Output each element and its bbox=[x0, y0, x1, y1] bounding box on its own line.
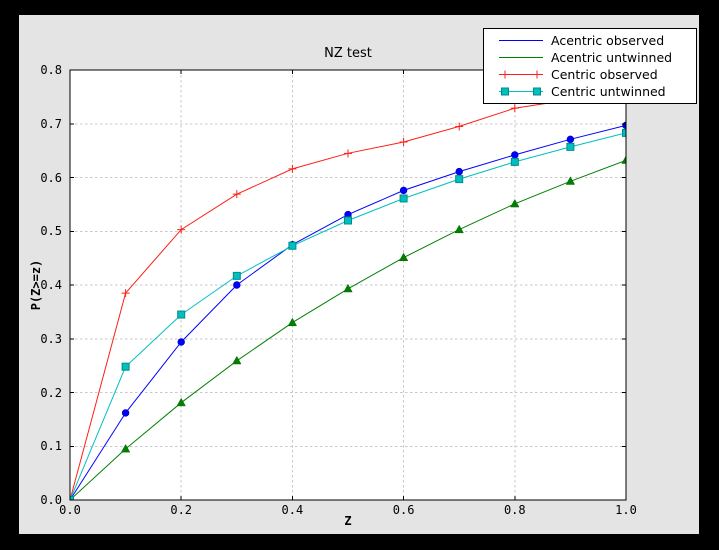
y-tick-label: 0.1 bbox=[40, 439, 62, 454]
legend-label: Acentric untwinned bbox=[551, 50, 673, 65]
data-point-triangle-marker bbox=[176, 397, 186, 407]
legend-label: Centric untwinned bbox=[551, 84, 666, 99]
legend-entry: Centric untwinned bbox=[498, 83, 696, 100]
data-point-plus-marker bbox=[533, 70, 541, 79]
data-point-plus-marker bbox=[399, 138, 408, 147]
data-point-plus-marker bbox=[288, 164, 297, 173]
data-point-square-marker bbox=[70, 496, 74, 500]
data-point-plus-marker bbox=[510, 104, 519, 113]
x-axis-label: Z bbox=[344, 514, 352, 528]
data-point-circle-marker bbox=[121, 409, 130, 417]
series-centric-observed bbox=[70, 89, 626, 500]
data-point-square-marker bbox=[455, 175, 464, 184]
legend-line-sample bbox=[499, 40, 543, 41]
legend-entry: Acentric untwinned bbox=[498, 49, 696, 66]
data-point-circle-marker bbox=[233, 281, 241, 289]
data-point-square-marker bbox=[232, 271, 241, 280]
y-tick-label: 0.7 bbox=[40, 116, 62, 131]
data-point-square-marker bbox=[399, 194, 408, 203]
x-tick-label: 0.0 bbox=[59, 503, 81, 517]
legend-line-sample bbox=[499, 87, 543, 96]
y-tick-label: 0.3 bbox=[40, 331, 62, 346]
series-acentric-untwinned bbox=[70, 155, 626, 500]
data-point-square-marker bbox=[121, 362, 130, 371]
data-point-square-marker bbox=[288, 241, 297, 250]
y-tick-label: 0.8 bbox=[40, 63, 62, 77]
data-point-square-marker bbox=[344, 216, 352, 225]
x-tick-label: 0.6 bbox=[392, 503, 415, 517]
legend-label: Centric observed bbox=[551, 67, 658, 82]
data-point-plus-marker bbox=[455, 122, 464, 131]
y-tick-label: 0.5 bbox=[40, 224, 62, 239]
y-tick-label: 0.0 bbox=[40, 493, 62, 507]
x-tick-label: 1.0 bbox=[615, 503, 637, 517]
data-point-square-marker bbox=[177, 310, 186, 319]
data-point-plus-marker bbox=[344, 149, 352, 158]
data-point-plus-marker bbox=[232, 190, 241, 199]
x-tick-label: 0.2 bbox=[170, 503, 193, 517]
data-point-triangle-marker bbox=[287, 317, 298, 327]
series-group bbox=[70, 89, 626, 500]
data-point-triangle-marker bbox=[621, 155, 626, 164]
legend-line-sample bbox=[499, 57, 543, 58]
data-point-square-marker bbox=[501, 87, 509, 96]
series-centric-untwinned bbox=[70, 128, 626, 500]
data-point-circle-marker bbox=[177, 338, 185, 346]
x-tick-label: 0.4 bbox=[281, 503, 304, 517]
data-point-circle-marker bbox=[399, 186, 408, 195]
data-point-triangle-marker bbox=[343, 283, 353, 293]
y-tick-label: 0.2 bbox=[40, 385, 62, 400]
data-point-plus-marker bbox=[501, 70, 509, 79]
legend-entry: Centric observed bbox=[498, 66, 696, 83]
data-point-triangle-marker bbox=[398, 252, 409, 262]
data-point-triangle-marker bbox=[120, 444, 131, 453]
data-point-plus-marker bbox=[177, 225, 186, 234]
legend-line-sample bbox=[499, 70, 543, 79]
data-point-circle-marker bbox=[455, 167, 463, 176]
x-tick-label: 0.8 bbox=[503, 503, 526, 517]
data-point-square-marker bbox=[533, 87, 541, 96]
y-tick-label: 0.4 bbox=[40, 278, 62, 292]
data-point-triangle-marker bbox=[232, 355, 242, 365]
chart-title: NZ test bbox=[324, 46, 372, 61]
legend-entry: Acentric observed bbox=[498, 32, 696, 49]
data-point-triangle-marker bbox=[454, 224, 464, 234]
data-point-plus-marker bbox=[121, 289, 130, 298]
data-point-circle-marker bbox=[511, 151, 519, 159]
y-tick-label: 0.6 bbox=[40, 170, 62, 185]
data-point-square-marker bbox=[510, 157, 519, 166]
data-point-square-marker bbox=[622, 128, 626, 137]
tick-marks bbox=[69, 69, 627, 501]
data-point-circle-marker bbox=[566, 135, 575, 144]
data-point-triangle-marker bbox=[565, 176, 576, 185]
data-point-triangle-marker bbox=[510, 198, 520, 208]
legend: Acentric observed Acentric untwinned Centr… bbox=[483, 28, 697, 104]
data-point-square-marker bbox=[566, 142, 575, 151]
legend-label: Acentric observed bbox=[551, 33, 665, 48]
